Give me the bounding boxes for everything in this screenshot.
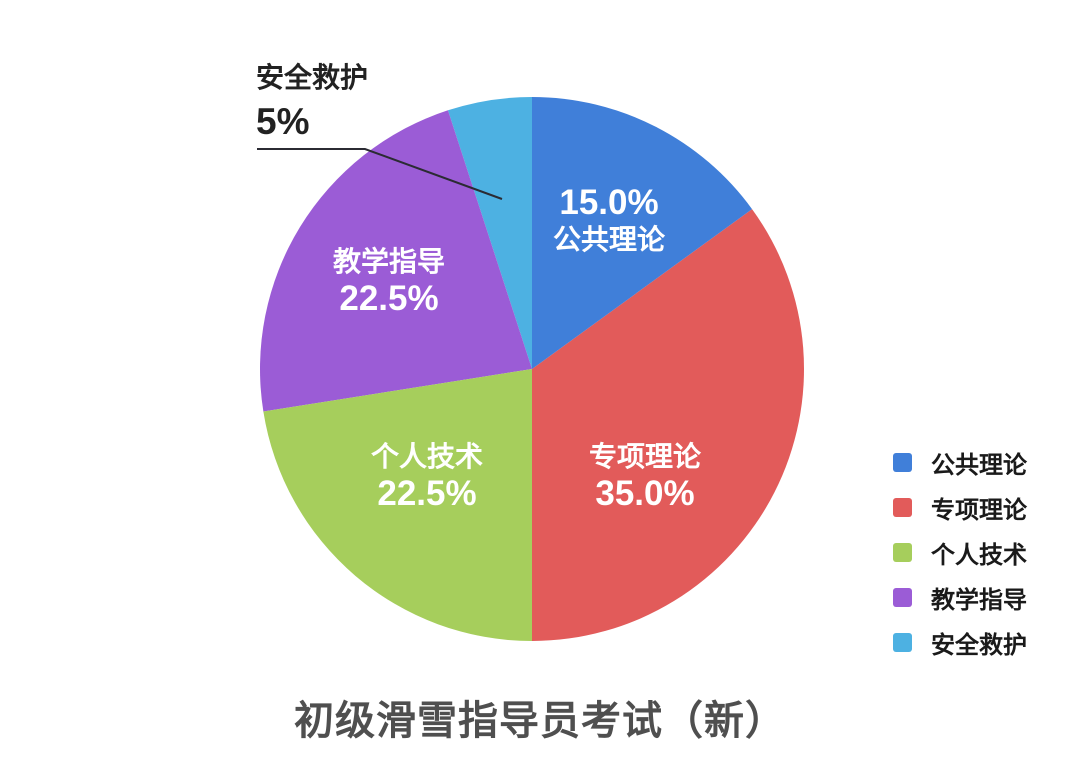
legend-swatch-green (893, 543, 912, 562)
legend-label: 专项理论 (931, 497, 1027, 524)
leader-line (257, 148, 503, 200)
legend-label: 教学指导 (931, 587, 1027, 614)
legend-swatch-purple (893, 588, 912, 607)
legend-item-2[interactable]: 个人技术 (893, 530, 1027, 575)
legend-label: 个人技术 (931, 542, 1027, 569)
slice-percent: 5% (256, 101, 310, 143)
legend: 公共理论 专项理论 个人技术 教学指导 安全救护 (893, 440, 1027, 665)
slice-name: 安全救护 (256, 62, 369, 93)
chart-title: 初级滑雪指导员考试（新） (294, 699, 786, 743)
legend-swatch-cyan (893, 633, 912, 652)
slice-label-4: 安全救护 5% (256, 60, 368, 146)
pie-slice-2[interactable] (263, 369, 532, 641)
pie-slice-1[interactable] (532, 209, 804, 641)
pie-slice-4[interactable] (447, 97, 532, 369)
legend-swatch-blue (893, 453, 912, 472)
legend-label: 安全救护 (931, 632, 1027, 659)
pie-slice-0[interactable] (532, 97, 753, 369)
legend-item-4[interactable]: 安全救护 (893, 620, 1027, 665)
legend-item-0[interactable]: 公共理论 (893, 440, 1027, 485)
legend-swatch-red (893, 498, 912, 517)
legend-label: 公共理论 (931, 452, 1027, 479)
legend-item-1[interactable]: 专项理论 (893, 485, 1027, 530)
legend-item-3[interactable]: 教学指导 (893, 575, 1027, 620)
